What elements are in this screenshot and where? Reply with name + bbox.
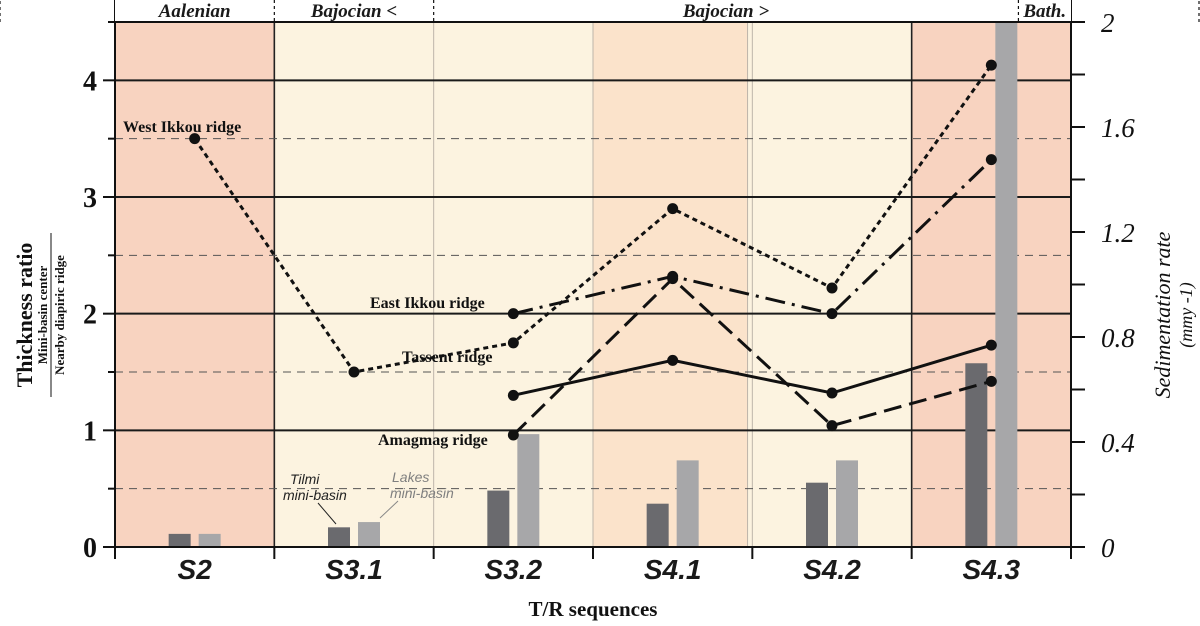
bar-lakes-S4.2: [836, 460, 858, 547]
bar-lakes-S4.1: [676, 460, 699, 547]
band-1: [274, 22, 434, 547]
ridge-label-west-ikkou: West Ikkou ridge: [123, 119, 241, 136]
tilmi-leader-line: [317, 502, 337, 525]
lakes-leader-line: [379, 500, 399, 519]
band-0: [115, 22, 275, 547]
axes: 0 1 2 3 4 0 0.4 0.8 1.2 1.6 2 S2 S3.1 S3.2 S4.1 S4.2 S4.…: [83, 0, 1135, 585]
x-tick-label: S4.2: [803, 554, 861, 585]
point-tassent-ridge: [667, 354, 679, 366]
y2-axis-unit: (mmy -1): [1176, 282, 1197, 347]
x-tick-label: S3.2: [485, 554, 543, 585]
y-tick-label-left: 0: [83, 533, 97, 564]
line-series: [189, 59, 997, 441]
y-tick-label-left: 2: [83, 300, 97, 331]
y-tick-label-right: 0.8: [1101, 323, 1135, 353]
ridge-label-tassent: Tassent ridge: [402, 349, 493, 366]
bar-tilmi-S3.1: [328, 527, 350, 547]
band-2: [433, 22, 593, 547]
y2-axis-title-group: Sedimentation rate (mmy -1): [1150, 231, 1197, 398]
band-3: [593, 22, 748, 547]
band-5: [911, 22, 1071, 547]
line-tassent-ridge: [513, 343, 992, 397]
x-axis-title: T/R sequences: [529, 597, 658, 621]
point-east-ikkou-ridge: [826, 308, 838, 320]
stage-label: Bajocian <: [310, 1, 397, 22]
bar-lakes-S3.1: [358, 522, 380, 547]
bar-series: [168, 22, 1018, 547]
ridge-label-east-ikkou: East Ikkou ridge: [370, 295, 485, 312]
tilmi-label-line2: mini-basin: [283, 487, 347, 503]
point-west-ikkou-ridge: [667, 203, 679, 215]
background-bands: [115, 22, 1071, 547]
bar-lakes-S2: [198, 533, 221, 547]
point-west-ikkou-ridge: [348, 366, 360, 378]
y-axis-title-group: Thickness ratio Mini-basin center Nearby…: [12, 233, 67, 397]
y-axis-numerator: Mini-basin center: [35, 265, 50, 364]
bar-tilmi-S2: [168, 533, 191, 547]
x-tick-label: S4.1: [644, 554, 702, 585]
y-axis-title: Thickness ratio: [12, 243, 37, 388]
y2-axis-title: Sedimentation rate: [1150, 231, 1175, 398]
y-tick-label-right: 0.4: [1101, 428, 1135, 458]
stage-label: Bajocian >: [682, 1, 769, 22]
bar-lakes-S3.2: [517, 434, 540, 547]
bar-tilmi-S3.2: [487, 490, 510, 547]
point-west-ikkou-ridge: [189, 133, 201, 145]
point-west-ikkou-ridge: [507, 337, 519, 349]
line-amagmag-ridge: [512, 276, 992, 437]
y-tick-label-right: 0: [1101, 533, 1115, 563]
y-tick-label-right: 1.2: [1101, 218, 1135, 248]
stage-header: Aalenian Bajocian < Bajocian > Bath.: [0, 0, 1200, 23]
point-tassent-ridge: [507, 389, 519, 401]
y-tick-label-left: 4: [83, 66, 97, 97]
y-tick-label-left: 1: [83, 416, 97, 447]
bar-lakes-S4.3: [995, 22, 1018, 547]
y-tick-label-right: 2: [1101, 8, 1115, 38]
lakes-label-line1: Lakes: [392, 469, 429, 485]
lakes-label-line2: mini-basin: [390, 485, 454, 501]
x-tick-label: S4.3: [963, 554, 1021, 585]
y-axis-denominator: Nearby diapiric ridge: [52, 255, 67, 375]
line-west-ikkou-ridge: [193, 64, 993, 374]
point-west-ikkou-ridge: [985, 59, 997, 71]
stage-label: Aalenian: [158, 1, 231, 22]
bar-tilmi-S4.3: [965, 363, 988, 547]
point-east-ikkou-ridge: [985, 154, 997, 166]
point-amagmag-ridge: [507, 429, 519, 441]
annotations: West Ikkou ridge East Ikkou ridge Tassen…: [12, 119, 1197, 621]
ridge-label-amagmag: Amagmag ridge: [378, 432, 488, 449]
point-amagmag-ridge: [985, 375, 997, 387]
bar-tilmi-S4.2: [806, 482, 828, 547]
line-east-ikkou-ridge: [512, 158, 993, 316]
y-tick-label-left: 3: [83, 183, 97, 214]
x-tick-label: S2: [178, 554, 213, 585]
point-east-ikkou-ridge: [507, 308, 519, 320]
bar-tilmi-S4.1: [646, 503, 669, 547]
point-tassent-ridge: [985, 339, 997, 351]
gridlines: [115, 79, 1071, 490]
point-amagmag-ridge: [826, 420, 838, 432]
stage-header-bg: [115, 0, 1071, 22]
y-tick-label-right: 1.6: [1101, 113, 1135, 143]
x-tick-label: S3.1: [325, 554, 383, 585]
stage-label: Bath.: [1022, 1, 1066, 22]
tilmi-label-line1: Tilmi: [290, 471, 320, 487]
point-tassent-ridge: [826, 387, 838, 399]
point-amagmag-ridge: [667, 273, 679, 285]
point-west-ikkou-ridge: [826, 282, 838, 294]
